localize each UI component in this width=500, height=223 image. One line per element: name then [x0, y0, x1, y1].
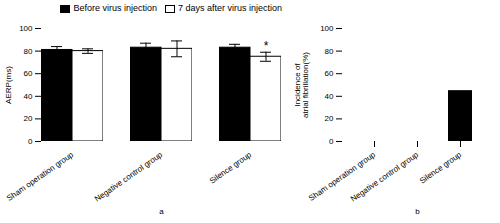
- html-text:Before virus injection: Before virus injection: [73, 3, 157, 13]
- svg-text:Incidence ofatrial fibrillatio: Incidence ofatrial fibrillation(%): [293, 52, 310, 118]
- svg-text:a: a: [159, 207, 164, 216]
- svg-text:20: 20: [24, 114, 33, 123]
- svg-text:100: 100: [19, 24, 33, 33]
- svg-text:100: 100: [320, 24, 334, 33]
- svg-text:60: 60: [24, 69, 33, 78]
- svg-text:0: 0: [329, 137, 334, 146]
- svg-text:0: 0: [28, 137, 33, 146]
- svg-text:60: 60: [325, 69, 334, 78]
- svg-text:*: *: [264, 39, 269, 53]
- svg-text:20: 20: [325, 114, 334, 123]
- svg-text:Sham operation group: Sham operation group: [5, 150, 75, 203]
- svg-text:Negative control group: Negative control group: [349, 150, 421, 204]
- svg-text:80: 80: [325, 47, 334, 56]
- html-text:7 days after virus injection: 7 days after virus injection: [177, 3, 282, 13]
- svg-text:Silence group: Silence group: [208, 150, 254, 186]
- svg-text:40: 40: [325, 92, 334, 101]
- svg-text:Negative control group: Negative control group: [93, 150, 165, 204]
- svg-text:40: 40: [24, 92, 33, 101]
- svg-text:b: b: [415, 207, 420, 216]
- svg-text:80: 80: [24, 47, 33, 56]
- svg-text:Sham operation group: Sham operation group: [307, 150, 377, 203]
- svg-text:AERP(ms): AERP(ms): [4, 66, 13, 104]
- svg-text:Silence group: Silence group: [418, 150, 464, 186]
